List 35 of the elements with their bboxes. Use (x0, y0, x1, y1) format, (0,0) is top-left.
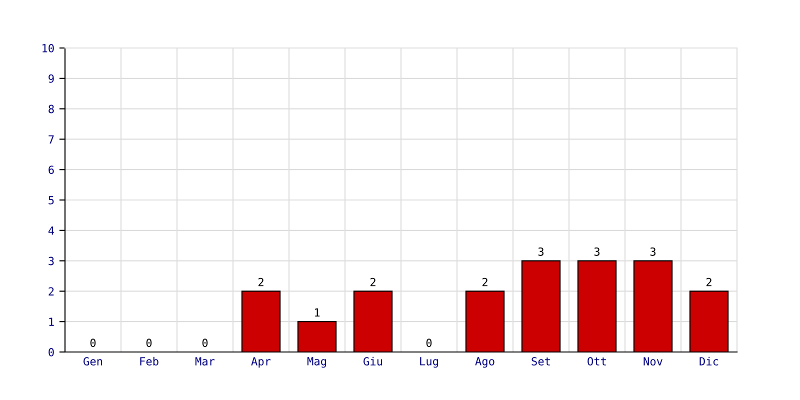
data-label: 0 (202, 338, 208, 348)
y-tick-label: 0 (48, 348, 54, 356)
data-label: 3 (538, 247, 544, 256)
data-label: 3 (594, 247, 600, 256)
x-tick-label: Lug (420, 357, 438, 368)
x-tick-label: Apr (251, 357, 271, 368)
data-label: 2 (258, 278, 264, 286)
x-tick-label: Mar (195, 357, 215, 366)
data-label: 2 (706, 278, 712, 286)
x-tick-label: Ott (588, 357, 606, 366)
y-tick-label: 6 (48, 166, 54, 174)
x-tick-label: Feb (140, 356, 158, 366)
y-tick-label: 8 (48, 104, 54, 114)
data-label: 0 (146, 338, 152, 348)
data-label: 0 (426, 338, 432, 348)
x-tick-label: Mag (307, 357, 326, 368)
data-label: 2 (370, 278, 376, 286)
x-tick-label: Nov (644, 357, 662, 366)
data-label: 3 (650, 247, 656, 256)
x-tick-label: Ago (475, 357, 494, 368)
y-tick-label: 4 (48, 226, 54, 235)
x-tick-label: Gen (84, 357, 102, 366)
x-tick-label: Dic (700, 356, 718, 366)
y-tick-label: 3 (48, 256, 54, 266)
y-tick-label: 2 (48, 287, 54, 296)
y-tick-label: 10 (42, 44, 54, 52)
y-tick-label: 5 (48, 196, 54, 204)
y-tick-label: 7 (48, 135, 54, 144)
x-tick-label: Set (532, 357, 550, 366)
x-tick-label: Giu (364, 356, 382, 366)
data-label: 0 (90, 338, 96, 348)
data-label: 2 (482, 278, 488, 286)
y-tick-label: 1 (49, 318, 54, 326)
data-label: 1 (314, 308, 320, 317)
y-tick-label: 9 (48, 74, 54, 83)
